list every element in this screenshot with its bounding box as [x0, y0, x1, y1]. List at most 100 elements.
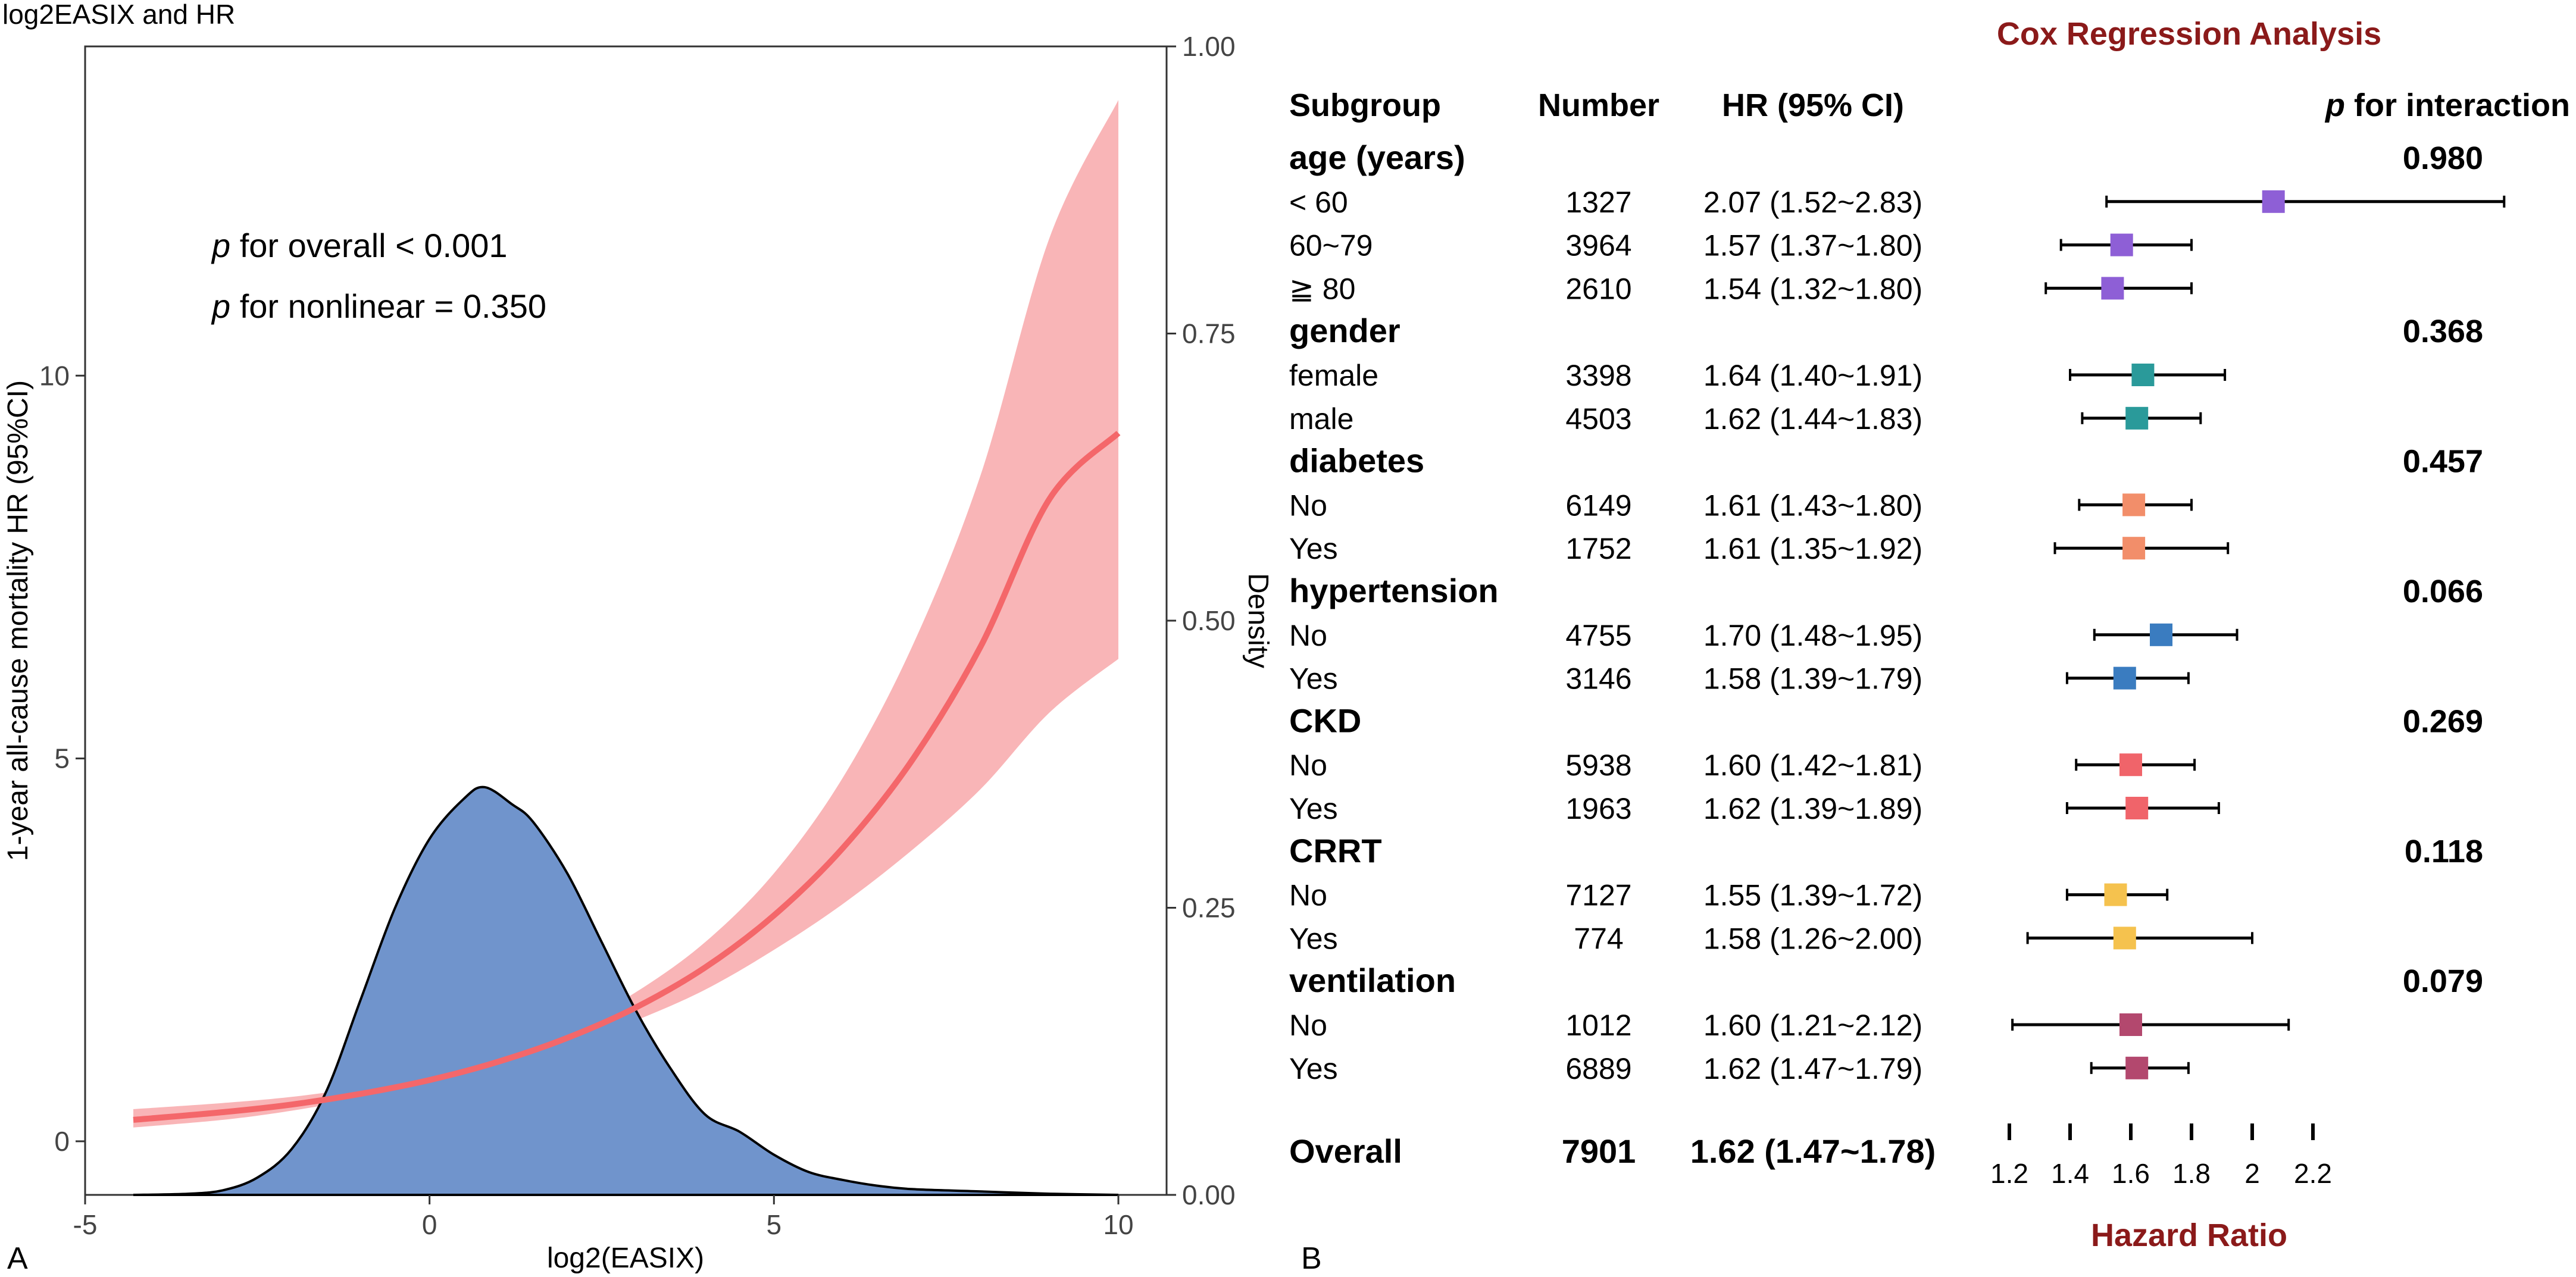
header-p-interaction: p for interaction: [2324, 87, 2570, 123]
subgroup-hr-ci: 1.64 (1.40~1.91): [1703, 359, 1922, 392]
y2-tick-label: 0.75: [1182, 318, 1236, 349]
forest-item-row: male 4503 1.62 (1.44~1.83): [1289, 402, 2202, 436]
hr-point-square: [2131, 364, 2155, 386]
forest-x-tick-label: 1.4: [2051, 1158, 2089, 1189]
subgroup-label: No: [1289, 879, 1327, 912]
subgroup-number: 6149: [1565, 489, 1631, 522]
header-subgroup: Subgroup: [1289, 87, 1441, 123]
forest-item-row: Yes 1752 1.61 (1.35~1.92): [1289, 532, 2230, 565]
subgroup-number: 3398: [1565, 359, 1631, 392]
x-axis-label: log2(EASIX): [547, 1242, 704, 1274]
overall-hr: 1.62 (1.47~1.78): [1690, 1132, 1936, 1170]
subgroup-label: No: [1289, 619, 1327, 652]
p-interaction-value: 0.368: [2403, 314, 2483, 349]
forest-group-row: gender 0.368: [1289, 312, 2483, 349]
subgroup-hr-ci: 1.55 (1.39~1.72): [1703, 879, 1922, 912]
x-tick-label: 10: [1103, 1209, 1133, 1240]
hr-confidence-band: [133, 100, 1118, 1128]
forest-x-axis: 1.2 1.4 1.6 1.8 2 2.2: [1990, 1123, 2332, 1189]
hr-point-square: [2125, 797, 2149, 819]
subgroup-label: < 60: [1289, 186, 1348, 219]
hr-point-square: [2119, 753, 2142, 777]
p-interaction-value: 0.118: [2405, 834, 2483, 869]
forest-group-row: CRRT 0.118: [1289, 832, 2483, 869]
x-tick-label: -5: [73, 1209, 98, 1240]
y2-tick-label: 0.00: [1182, 1179, 1236, 1210]
forest-item-row: No 5938 1.60 (1.42~1.81): [1289, 749, 2196, 782]
group-label: ventilation: [1289, 962, 1456, 999]
subgroup-number: 1327: [1565, 186, 1631, 219]
subgroup-hr-ci: 1.70 (1.48~1.95): [1703, 619, 1922, 652]
subgroup-label: No: [1289, 489, 1327, 522]
group-label: CRRT: [1289, 832, 1382, 869]
forest-item-row: 60~79 3964 1.57 (1.37~1.80): [1289, 229, 2193, 262]
subgroup-number: 3964: [1565, 229, 1631, 262]
y-axis-label: 1-year all-cause mortality HR (95%CI): [2, 380, 34, 861]
x-tick-label: 5: [767, 1209, 782, 1240]
overall-number: 7901: [1562, 1132, 1636, 1170]
subgroup-label: male: [1289, 402, 1353, 436]
forest-group-row: diabetes 0.457: [1289, 442, 2483, 480]
group-label: gender: [1289, 312, 1400, 349]
panel-a-spline-chart: log2EASIX and HR 0 5 10 0.00 0.25 0.50 0.75 1.…: [2, 0, 1274, 1276]
subgroup-hr-ci: 1.57 (1.37~1.80): [1703, 229, 1922, 262]
overall-row: Overall 7901 1.62 (1.47~1.78): [1289, 1132, 1936, 1170]
y2-axis-label: Density: [1242, 573, 1274, 668]
p-interaction-value: 0.066: [2403, 574, 2483, 609]
forest-title: Cox Regression Analysis: [1997, 16, 2381, 52]
forest-group-row: ventilation 0.079: [1289, 962, 2483, 999]
y-tick-label: 0: [54, 1126, 70, 1157]
forest-item-row: < 60 1327 2.07 (1.52~2.83): [1289, 186, 2506, 219]
subgroup-label: 60~79: [1289, 229, 1373, 262]
panel-label-a: A: [7, 1241, 28, 1276]
header-number: Number: [1538, 87, 1659, 123]
forest-x-tick-label: 2.2: [2294, 1158, 2332, 1189]
p-nonlinear-annotation: p for nonlinear = 0.350: [211, 287, 546, 325]
chart-title: log2EASIX and HR: [2, 0, 235, 30]
y-axis-left: 0 5 10: [39, 360, 85, 1157]
subgroup-number: 774: [1574, 922, 1623, 955]
subgroup-hr-ci: 1.54 (1.32~1.80): [1703, 272, 1922, 305]
subgroup-number: 2610: [1565, 272, 1631, 305]
forest-item-row: No 1012 1.60 (1.21~2.12): [1289, 1009, 2290, 1042]
group-label: CKD: [1289, 702, 1361, 739]
hr-point-square: [2122, 537, 2146, 560]
forest-group-row: hypertension 0.066: [1289, 572, 2483, 609]
hr-point-square: [2125, 1056, 2149, 1079]
y-tick-label: 5: [54, 743, 70, 774]
subgroup-number: 1012: [1565, 1009, 1631, 1042]
subgroup-label: No: [1289, 749, 1327, 782]
hr-point-square: [2125, 406, 2149, 430]
subgroup-hr-ci: 1.62 (1.47~1.79): [1703, 1052, 1922, 1085]
hr-point-square: [2150, 623, 2172, 646]
panel-label-b: B: [1301, 1241, 1322, 1276]
forest-item-row: Yes 3146 1.58 (1.39~1.79): [1289, 662, 2190, 696]
subgroup-label: ≧ 80: [1289, 272, 1355, 305]
subgroup-number: 4755: [1565, 619, 1631, 652]
subgroup-hr-ci: 1.61 (1.43~1.80): [1703, 489, 1922, 522]
overall-label: Overall: [1289, 1132, 1402, 1170]
forest-item-row: ≧ 80 2610 1.54 (1.32~1.80): [1289, 272, 2193, 305]
forest-item-row: No 6149 1.61 (1.43~1.80): [1289, 489, 2193, 522]
y2-tick-label: 1.00: [1182, 31, 1236, 62]
hr-point-square: [2122, 493, 2146, 517]
hr-point-square: [2101, 277, 2124, 300]
subgroup-label: Yes: [1289, 1052, 1338, 1085]
subgroup-label: No: [1289, 1009, 1327, 1042]
hr-point-square: [2262, 190, 2285, 213]
subgroup-label: Yes: [1289, 532, 1338, 565]
p-interaction-value: 0.079: [2403, 963, 2483, 999]
hr-curve-line: [133, 431, 1121, 1123]
hr-point-square: [2113, 927, 2136, 950]
forest-item-row: Yes 1963 1.62 (1.39~1.89): [1289, 792, 2220, 825]
subgroup-label: female: [1289, 359, 1378, 392]
forest-item-row: No 7127 1.55 (1.39~1.72): [1289, 879, 2169, 912]
subgroup-number: 4503: [1565, 402, 1631, 436]
forest-item-row: No 4755 1.70 (1.48~1.95): [1289, 619, 2239, 652]
forest-x-tick-label: 2: [2244, 1158, 2260, 1189]
subgroup-label: Yes: [1289, 922, 1338, 955]
forest-x-tick-label: 1.8: [2172, 1158, 2211, 1189]
group-label: diabetes: [1289, 442, 1424, 480]
y2-tick-label: 0.50: [1182, 605, 1236, 636]
subgroup-number: 3146: [1565, 662, 1631, 696]
